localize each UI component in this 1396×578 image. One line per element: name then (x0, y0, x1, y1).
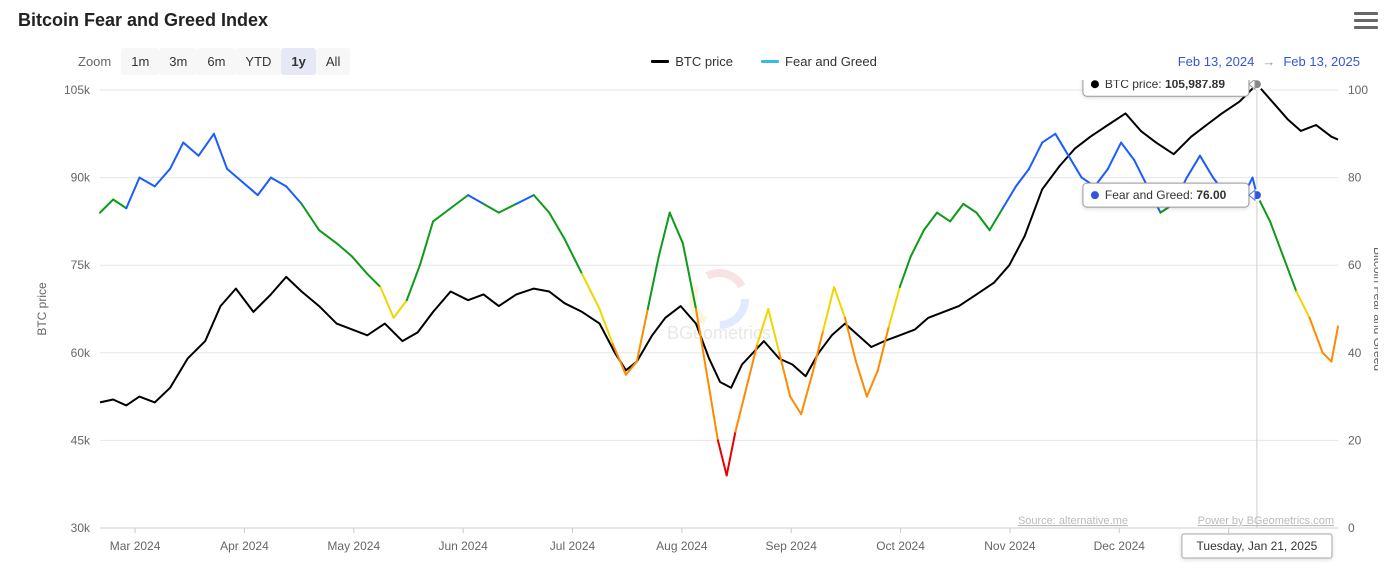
svg-text:80: 80 (1348, 171, 1362, 185)
svg-text:20: 20 (1348, 433, 1362, 447)
svg-text:30k: 30k (71, 521, 91, 535)
svg-text:Mar 2024: Mar 2024 (110, 539, 161, 553)
svg-text:Source: alternative.me: Source: alternative.me (1018, 515, 1128, 527)
legend: BTC price Fear and Greed (651, 54, 877, 69)
svg-text:45k: 45k (71, 433, 91, 447)
svg-text:May 2024: May 2024 (327, 539, 380, 553)
svg-text:90k: 90k (71, 171, 91, 185)
svg-text:60k: 60k (71, 346, 91, 360)
svg-text:105k: 105k (64, 83, 91, 97)
svg-text:BTC price: 105,987.89: BTC price: 105,987.89 (1105, 80, 1225, 91)
svg-text:Jul 2024: Jul 2024 (550, 539, 596, 553)
page-title: Bitcoin Fear and Greed Index (18, 10, 268, 31)
svg-text:Fear and Greed: 76.00: Fear and Greed: 76.00 (1105, 188, 1227, 202)
zoom-btn-1m[interactable]: 1m (121, 48, 159, 75)
svg-text:75k: 75k (71, 258, 91, 272)
zoom-btn-1y[interactable]: 1y (281, 48, 315, 75)
svg-text:Apr 2024: Apr 2024 (220, 539, 269, 553)
zoom-btn-6m[interactable]: 6m (197, 48, 235, 75)
legend-swatch-fng (761, 60, 779, 63)
svg-text:Bitcoin Fear and Greed: Bitcoin Fear and Greed (1371, 247, 1378, 371)
svg-text:Nov 2024: Nov 2024 (984, 539, 1036, 553)
hamburger-menu-icon[interactable] (1354, 8, 1378, 32)
svg-text:Power by BGeometrics.com: Power by BGeometrics.com (1198, 515, 1334, 527)
svg-text:Dec 2024: Dec 2024 (1094, 539, 1146, 553)
svg-text:Sep 2024: Sep 2024 (766, 539, 818, 553)
svg-text:Jun 2024: Jun 2024 (438, 539, 488, 553)
svg-text:Oct 2024: Oct 2024 (876, 539, 925, 553)
legend-swatch-btc (651, 60, 669, 63)
zoom-btn-ytd[interactable]: YTD (235, 48, 281, 75)
legend-label-btc: BTC price (675, 54, 733, 69)
svg-text:BTC price: BTC price (35, 282, 49, 336)
svg-text:0: 0 (1348, 521, 1355, 535)
date-to[interactable]: Feb 13, 2025 (1283, 54, 1360, 69)
svg-text:100: 100 (1348, 83, 1368, 97)
zoom-controls: Zoom 1m3m6mYTD1yAll (78, 48, 350, 75)
date-from[interactable]: Feb 13, 2024 (1178, 54, 1255, 69)
legend-item-btc[interactable]: BTC price (651, 54, 733, 69)
zoom-label: Zoom (78, 54, 111, 69)
zoom-btn-all[interactable]: All (316, 48, 350, 75)
svg-text:BGeometrics: BGeometrics (667, 323, 771, 343)
zoom-btn-3m[interactable]: 3m (159, 48, 197, 75)
svg-text:Aug 2024: Aug 2024 (656, 539, 708, 553)
arrow-icon: → (1262, 54, 1275, 69)
chart-area[interactable]: 30k 45k 60k 75k 90k 105k 0 20 40 60 80 100 Mar 2024 A… (18, 80, 1378, 574)
svg-text:60: 60 (1348, 258, 1362, 272)
legend-item-fng[interactable]: Fear and Greed (761, 54, 877, 69)
legend-label-fng: Fear and Greed (785, 54, 877, 69)
svg-text:40: 40 (1348, 346, 1362, 360)
date-range: Feb 13, 2024 → Feb 13, 2025 (1178, 54, 1360, 69)
svg-text:Tuesday, Jan 21, 2025: Tuesday, Jan 21, 2025 (1197, 539, 1318, 553)
